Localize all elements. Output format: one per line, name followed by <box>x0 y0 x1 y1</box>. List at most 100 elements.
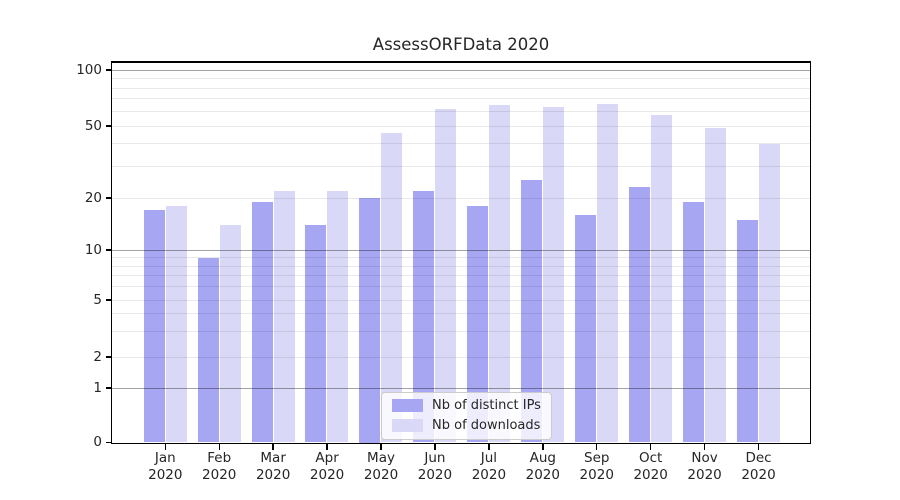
y-tick-mark-20 <box>106 197 112 199</box>
x-tick-mark-jun <box>434 444 436 450</box>
x-tick-year: 2020 <box>417 466 453 483</box>
y-tick-label-2: 2 <box>93 348 102 365</box>
x-tick-mark-feb <box>218 444 220 450</box>
x-tick-month: Mar <box>260 450 286 466</box>
y-tick-label-10: 10 <box>84 241 102 258</box>
x-tick-year: 2020 <box>309 466 345 483</box>
legend-item-distinct-ips: Nb of distinct IPs <box>392 398 541 413</box>
bar-downloads-jun <box>435 108 457 443</box>
x-tick-label-jun: Jun 2020 <box>403 450 467 483</box>
minor-gridline-8 <box>112 265 810 267</box>
x-tick-month: Feb <box>207 450 232 466</box>
legend: Nb of distinct IPs Nb of downloads <box>381 392 552 440</box>
x-tick-month: Jul <box>480 450 498 466</box>
x-tick-month: Jan <box>154 450 176 466</box>
bar-distinct-ips-oct <box>629 187 651 443</box>
major-gridline-100 <box>112 69 810 71</box>
bar-downloads-jan <box>165 205 187 443</box>
minor-gridline-9 <box>112 257 810 259</box>
y-tick-label-20: 20 <box>84 189 102 206</box>
x-tick-year: 2020 <box>363 466 399 483</box>
minor-gridline-3 <box>112 331 810 333</box>
bar-downloads-dec <box>758 143 780 443</box>
x-tick-month: May <box>367 450 395 466</box>
bar-downloads-apr <box>327 190 349 443</box>
bar-downloads-feb <box>219 224 241 443</box>
bar-distinct-ips-dec <box>736 219 758 443</box>
major-gridline-1 <box>112 387 810 389</box>
bar-downloads-sep <box>597 103 619 443</box>
minor-gridline-6 <box>112 286 810 288</box>
bar-downloads-aug <box>543 107 565 443</box>
legend-swatch-distinct-ips <box>392 399 423 412</box>
x-tick-mark-apr <box>326 444 328 450</box>
x-tick-month: Aug <box>529 450 556 466</box>
bar-distinct-ips-jun <box>413 190 435 443</box>
x-tick-month: Dec <box>745 450 772 466</box>
x-tick-month: Oct <box>638 450 663 466</box>
y-tick-label-100: 100 <box>76 61 102 78</box>
x-tick-year: 2020 <box>633 466 668 483</box>
x-tick-mark-sep <box>596 444 598 450</box>
y-tick-label-5: 5 <box>93 291 102 308</box>
x-tick-year: 2020 <box>148 466 183 483</box>
minor-gridline-30 <box>112 165 810 167</box>
y-tick-label-0: 0 <box>93 434 102 450</box>
top-spine <box>110 61 811 63</box>
x-tick-month: Nov <box>691 450 718 466</box>
x-tick-label-aug: Aug 2020 <box>511 450 575 483</box>
chart-title: AssessORFData 2020 <box>372 35 550 54</box>
x-tick-month: Sep <box>584 450 610 466</box>
x-tick-label-jul: Jul 2020 <box>457 450 521 483</box>
x-tick-year: 2020 <box>741 466 776 483</box>
legend-label-distinct-ips: Nb of distinct IPs <box>432 398 541 413</box>
x-tick-label-nov: Nov 2020 <box>673 450 737 483</box>
bar-distinct-ips-feb <box>197 257 219 443</box>
x-tick-month: Apr <box>315 450 339 466</box>
x-tick-mark-dec <box>757 444 760 450</box>
bar-distinct-ips-sep <box>575 214 597 443</box>
left-spine <box>110 61 113 444</box>
bar-distinct-ips-may <box>359 198 381 443</box>
right-spine <box>809 61 811 444</box>
bar-distinct-ips-mar <box>251 201 273 443</box>
bar-downloads-nov <box>705 127 726 443</box>
x-tick-year: 2020 <box>525 466 560 483</box>
x-tick-year: 2020 <box>255 466 291 483</box>
minor-gridline-40 <box>112 143 810 145</box>
minor-gridline-5 <box>112 299 810 301</box>
x-tick-label-feb: Feb 2020 <box>187 450 251 483</box>
legend-swatch-downloads <box>392 419 423 432</box>
x-tick-year: 2020 <box>687 466 722 483</box>
y-tick-mark-50 <box>106 125 112 127</box>
y-tick-mark-0 <box>106 441 112 444</box>
x-tick-label-jan: Jan 2020 <box>133 450 197 483</box>
bar-distinct-ips-jan <box>143 210 165 443</box>
x-tick-mark-aug <box>542 444 544 450</box>
x-tick-label-dec: Dec 2020 <box>727 450 791 483</box>
minor-gridline-90 <box>112 78 810 79</box>
bar-downloads-may <box>381 132 403 443</box>
minor-gridline-4 <box>112 313 810 315</box>
minor-gridline-7 <box>112 275 810 277</box>
bar-downloads-mar <box>273 190 295 443</box>
bar-distinct-ips-jul <box>467 205 489 443</box>
bar-distinct-ips-aug <box>521 180 543 443</box>
x-tick-year: 2020 <box>202 466 237 483</box>
y-tick-mark-1 <box>106 387 112 389</box>
bar-downloads-oct <box>651 115 673 443</box>
minor-gridline-20 <box>112 197 810 199</box>
y-tick-label-1: 1 <box>93 379 102 396</box>
minor-gridline-70 <box>112 98 810 100</box>
major-gridline-10 <box>112 249 810 251</box>
x-tick-label-oct: Oct 2020 <box>619 450 683 483</box>
x-tick-year: 2020 <box>471 466 507 483</box>
minor-gridline-50 <box>112 125 810 127</box>
y-tick-mark-2 <box>106 356 112 358</box>
y-tick-mark-100 <box>106 69 112 71</box>
bar-distinct-ips-nov <box>683 201 704 443</box>
x-tick-mark-mar <box>272 444 274 450</box>
x-tick-mark-may <box>380 444 382 450</box>
x-tick-mark-jan <box>164 444 166 450</box>
